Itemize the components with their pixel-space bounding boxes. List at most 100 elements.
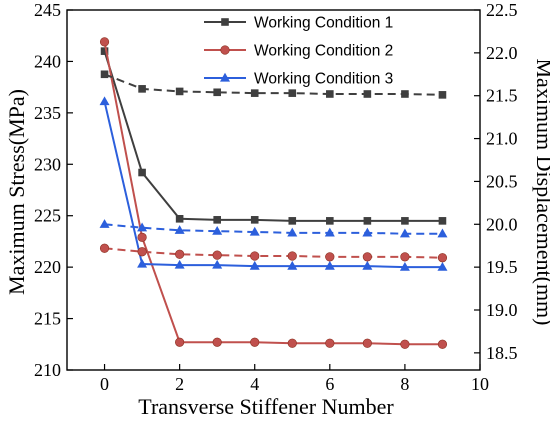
data-point	[138, 85, 146, 93]
series-line	[104, 73, 443, 96]
data-point	[212, 259, 223, 269]
data-point	[100, 70, 109, 79]
series-line	[103, 50, 443, 222]
series-line	[104, 223, 443, 235]
legend-label: Working Condition 3	[254, 71, 393, 88]
right-y-tick-label: 20.5	[486, 171, 518, 191]
right-y-tick-label: 22.5	[486, 0, 518, 20]
data-point	[362, 252, 372, 262]
data-point	[175, 249, 185, 259]
left-y-tick-label: 215	[34, 309, 61, 329]
x-axis: 0 2 4 6 8 10	[100, 364, 489, 394]
x-tick-label: 2	[175, 374, 184, 394]
right-y-tick-label: 21.0	[486, 129, 518, 149]
data-point	[400, 339, 410, 349]
data-point	[175, 87, 184, 96]
data-point	[99, 219, 110, 228]
data-point	[437, 228, 448, 238]
data-point	[437, 339, 448, 349]
data-point	[399, 228, 410, 238]
data-point	[212, 337, 222, 347]
x-tick-label: 8	[400, 374, 409, 394]
data-point	[362, 227, 373, 237]
legend-marker	[221, 18, 229, 26]
series-layer	[99, 37, 448, 349]
data-point	[212, 225, 223, 235]
data-point	[99, 37, 110, 47]
data-point	[213, 88, 221, 97]
data-point	[362, 260, 373, 270]
legend-item: Working Condition 2	[204, 43, 393, 60]
series-line	[104, 247, 443, 259]
data-point	[363, 90, 372, 98]
data-point	[288, 89, 297, 97]
right-y-axis-title: Maximum Displacement(mm)	[532, 59, 550, 326]
data-point	[250, 89, 259, 97]
x-axis-title: Transverse Stiffener Number	[138, 394, 394, 419]
data-point	[213, 216, 221, 224]
data-point	[400, 252, 410, 262]
series-5	[99, 243, 448, 263]
data-point	[212, 250, 222, 260]
series-3	[99, 96, 448, 271]
data-point	[326, 90, 334, 98]
series-line	[103, 41, 443, 346]
right-y-tick-label: 22.0	[486, 43, 518, 63]
data-point	[324, 260, 335, 270]
data-point	[326, 217, 334, 225]
data-point	[287, 338, 297, 348]
data-point	[401, 217, 409, 225]
plot-frame	[66, 9, 481, 371]
data-point	[99, 96, 110, 106]
data-point	[250, 251, 260, 261]
right-y-tick-label: 21.5	[486, 86, 518, 106]
right-y-tick-label: 19.0	[486, 300, 518, 320]
data-point	[249, 260, 260, 270]
x-tick-label: 4	[250, 374, 259, 394]
x-tick-label: 0	[100, 374, 109, 394]
series-2	[99, 37, 448, 349]
series-6	[99, 219, 448, 238]
data-point	[137, 258, 148, 268]
data-point	[99, 243, 110, 253]
data-point	[100, 47, 109, 55]
legend-label: Working Condition 1	[254, 15, 393, 32]
data-point	[363, 217, 372, 225]
series-line	[103, 101, 443, 269]
data-point	[137, 222, 148, 232]
data-point	[287, 251, 297, 261]
left-y-tick-label: 220	[34, 257, 61, 277]
data-point	[175, 215, 184, 223]
x-tick-label: 6	[325, 374, 334, 394]
data-point	[438, 91, 447, 99]
data-point	[137, 232, 147, 242]
left-y-axis-title: Maximum Stress(MPa)	[4, 89, 29, 295]
data-point	[325, 252, 335, 262]
data-point	[437, 253, 448, 263]
data-point	[325, 338, 335, 348]
data-point	[287, 227, 298, 237]
series-4	[100, 70, 447, 99]
legend-label: Working Condition 2	[254, 43, 393, 60]
series-1	[100, 47, 447, 225]
data-point	[324, 227, 335, 237]
legend-marker	[220, 72, 230, 82]
data-point	[137, 247, 147, 257]
data-point	[174, 225, 185, 234]
left-y-tick-label: 235	[34, 103, 61, 123]
left-y-tick-label: 240	[34, 51, 61, 71]
left-y-tick-label: 230	[34, 154, 61, 174]
legend: Working Condition 1 Working Condition 2 Wo…	[204, 15, 393, 88]
data-point	[174, 259, 185, 269]
left-y-tick-label: 245	[34, 0, 61, 20]
legend-item: Working Condition 1	[204, 15, 393, 32]
data-point	[287, 260, 298, 270]
x-tick-label: 10	[471, 374, 489, 394]
left-y-tick-label: 210	[34, 360, 61, 380]
data-point	[175, 337, 185, 347]
data-point	[250, 337, 260, 347]
data-point	[401, 90, 409, 98]
data-point	[138, 168, 146, 177]
data-point	[288, 217, 297, 225]
data-point	[250, 216, 259, 224]
